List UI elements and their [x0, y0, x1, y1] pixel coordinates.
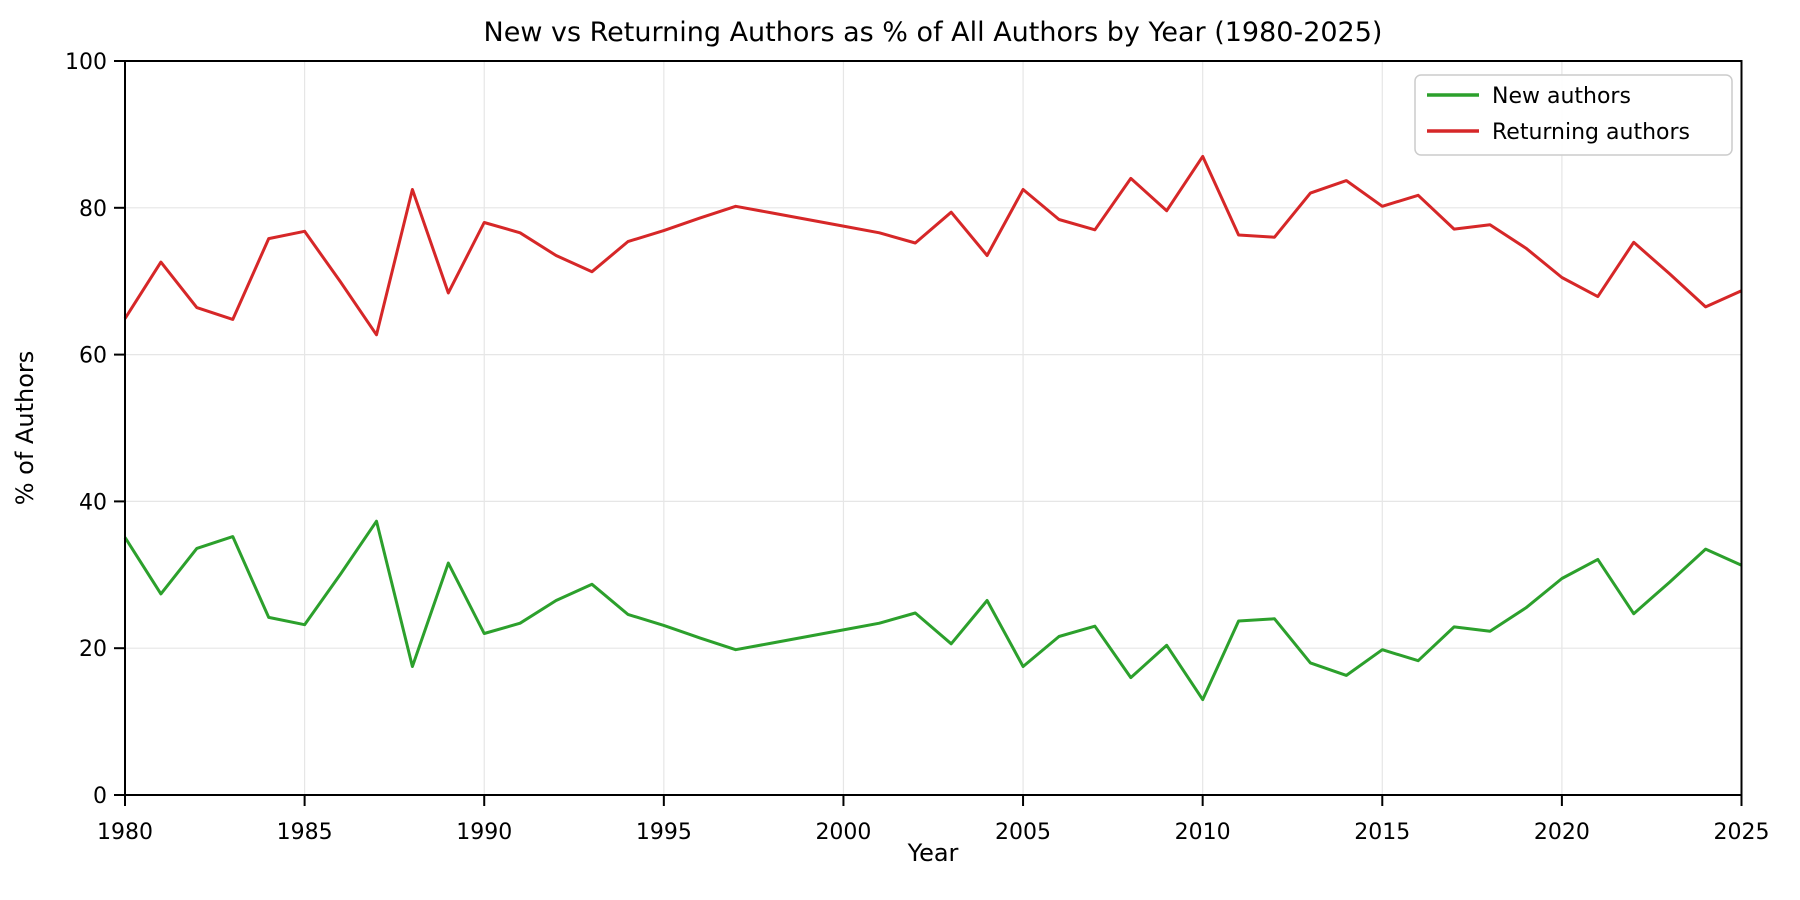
x-tick-label: 1980 [97, 820, 153, 845]
series-line-new-authors [123, 519, 1743, 702]
plot-frame [124, 60, 1743, 796]
y-tick-label: 40 [79, 490, 107, 515]
series-lines [123, 154, 1743, 702]
x-tick-label: 2005 [995, 820, 1051, 845]
x-tick-label: 1995 [636, 820, 692, 845]
legend-label-returning-authors: Returning authors [1492, 120, 1690, 145]
x-tick-label: 2020 [1534, 820, 1590, 845]
x-tick-label: 1990 [456, 820, 512, 845]
y-tick-label: 80 [79, 197, 107, 222]
legend: New authors Returning authors [1414, 74, 1733, 156]
tick-labels: 1980 1985 1990 1995 2000 2005 2010 2015 2020 2025… [65, 50, 1770, 845]
x-tick-label: 2025 [1714, 820, 1770, 845]
axis-ticks [114, 60, 1743, 806]
x-tick-label: 2010 [1175, 820, 1231, 845]
x-axis-label: Year [907, 839, 959, 867]
x-tick-label: 1985 [277, 820, 333, 845]
x-tick-label: 2015 [1354, 820, 1410, 845]
legend-label-new-authors: New authors [1492, 84, 1631, 109]
y-tick-label: 20 [79, 637, 107, 662]
chart-title: New vs Returning Authors as % of All Aut… [484, 17, 1383, 48]
legend-box [1414, 74, 1733, 156]
gridlines [124, 60, 1743, 796]
y-tick-label: 60 [79, 344, 107, 369]
series-line-returning-authors [123, 154, 1743, 337]
y-tick-label: 0 [93, 784, 107, 809]
y-tick-label: 100 [65, 50, 107, 75]
x-tick-label: 2000 [815, 820, 871, 845]
y-axis-label: % of Authors [11, 351, 39, 506]
